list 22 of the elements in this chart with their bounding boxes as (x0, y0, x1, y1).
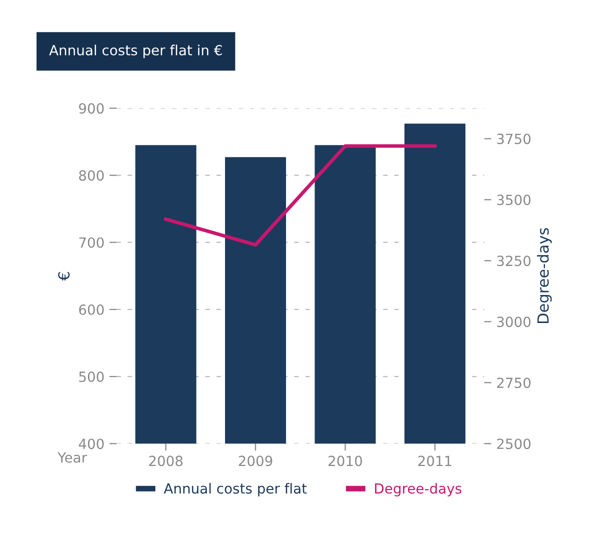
y-axis-title: € (58, 272, 70, 281)
y2-tick-label: 2500 (497, 438, 530, 450)
y2-tick-label: 3500 (497, 194, 530, 206)
y-tick-label: 600 (79, 304, 104, 315)
x-tick-label: 2008 (149, 456, 183, 466)
legend-label: Annual costs per flat (164, 482, 307, 496)
x-tick-label: 2009 (238, 456, 272, 466)
y2-tick-label: 3750 (497, 134, 530, 144)
chart-title: Annual costs per flat in € (49, 44, 222, 58)
y-tick-label: 700 (79, 237, 104, 248)
y2-tick-label: 3000 (497, 316, 530, 328)
y2-tick-label: 3250 (497, 256, 530, 266)
x-tick-label: 2010 (328, 456, 362, 466)
y-tick-label: 500 (79, 372, 104, 382)
x-tick-label: 2011 (418, 456, 452, 466)
y2-tick-label: 2750 (497, 378, 530, 388)
y-tick-label: 800 (79, 170, 104, 181)
y-tick-label: 900 (79, 103, 104, 114)
y2-axis-title: Degree-days (536, 228, 552, 323)
legend-label: Degree-days (375, 482, 462, 496)
y-tick-label: 400 (78, 438, 104, 450)
x-axis-title: Year (58, 452, 88, 463)
